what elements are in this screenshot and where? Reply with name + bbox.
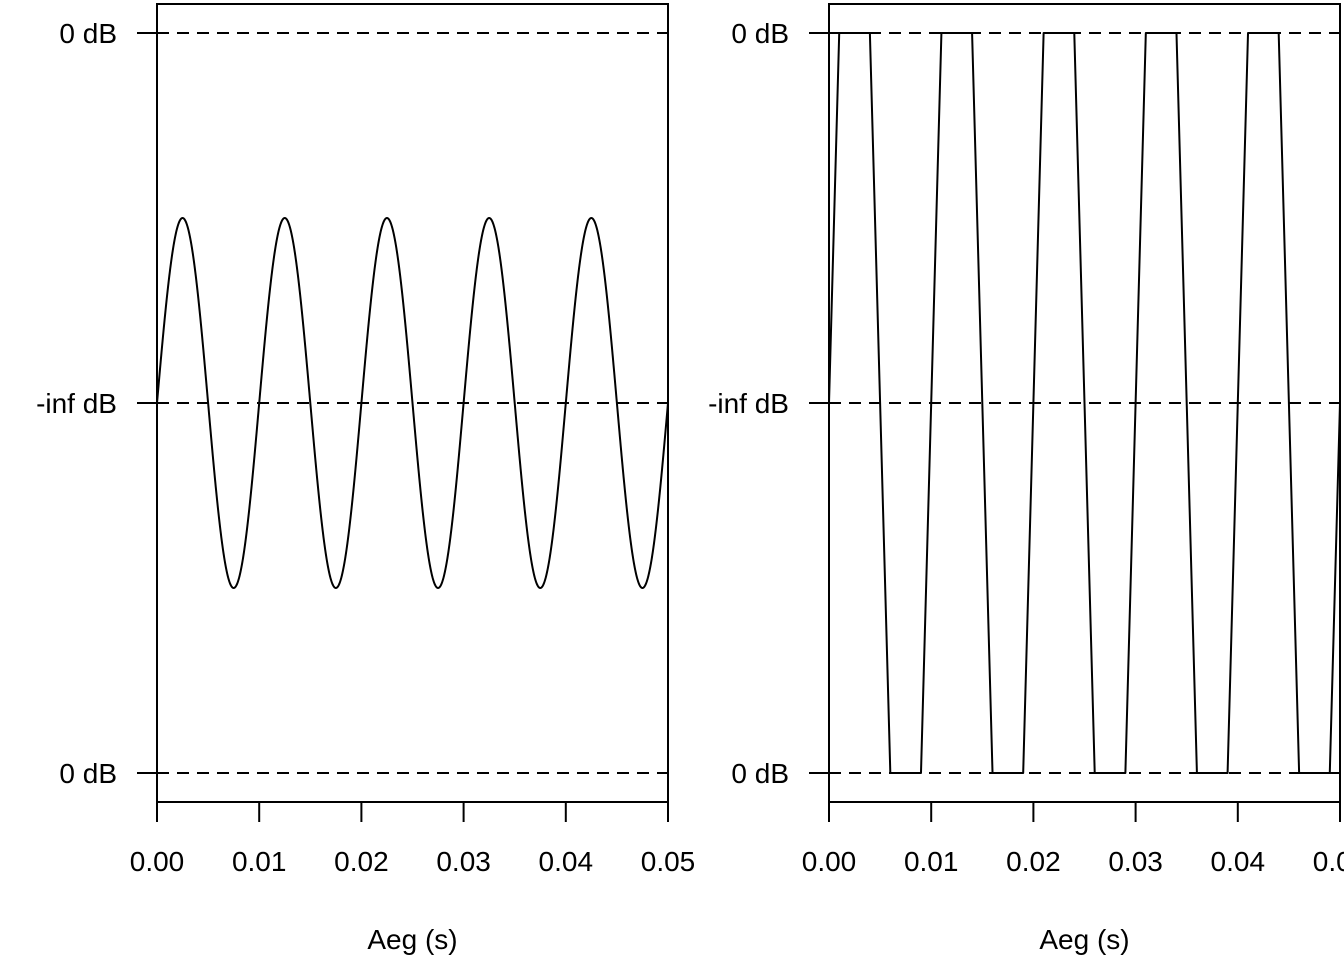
y-tick-label: 0 dB: [59, 758, 117, 789]
y-tick-label: 0 dB: [59, 18, 117, 49]
x-tick-label: 0.01: [232, 846, 287, 877]
x-tick-label: 0.01: [904, 846, 959, 877]
y-tick-label: 0 dB: [731, 758, 789, 789]
x-tick-label: 0.00: [802, 846, 857, 877]
left-panel: 0.00 0.01 0.02 0.03 0.04 0.05 0 dB -inf dB 0 dB A…: [36, 3, 696, 955]
series-line: [829, 32, 1340, 774]
y-tick-label: 0 dB: [731, 18, 789, 49]
x-tick-label: 0.05: [1313, 846, 1344, 877]
right-panel: 0.00 0.01 0.02 0.03 0.04 0.05 0 dB -inf dB 0 dB A…: [708, 3, 1344, 955]
y-tick-label: -inf dB: [36, 388, 117, 419]
x-tick-label: 0.00: [130, 846, 185, 877]
x-tick-label: 0.03: [436, 846, 491, 877]
series-line: [157, 217, 668, 589]
x-axis-label: Aeg (s): [1039, 924, 1129, 955]
x-tick-label: 0.03: [1108, 846, 1163, 877]
x-axis-label: Aeg (s): [367, 924, 457, 955]
y-tick-label: -inf dB: [708, 388, 789, 419]
x-tick-label: 0.04: [1211, 846, 1266, 877]
x-tick-label: 0.02: [1006, 846, 1061, 877]
x-tick-label: 0.02: [334, 846, 389, 877]
x-tick-label: 0.05: [641, 846, 696, 877]
x-tick-label: 0.04: [539, 846, 594, 877]
